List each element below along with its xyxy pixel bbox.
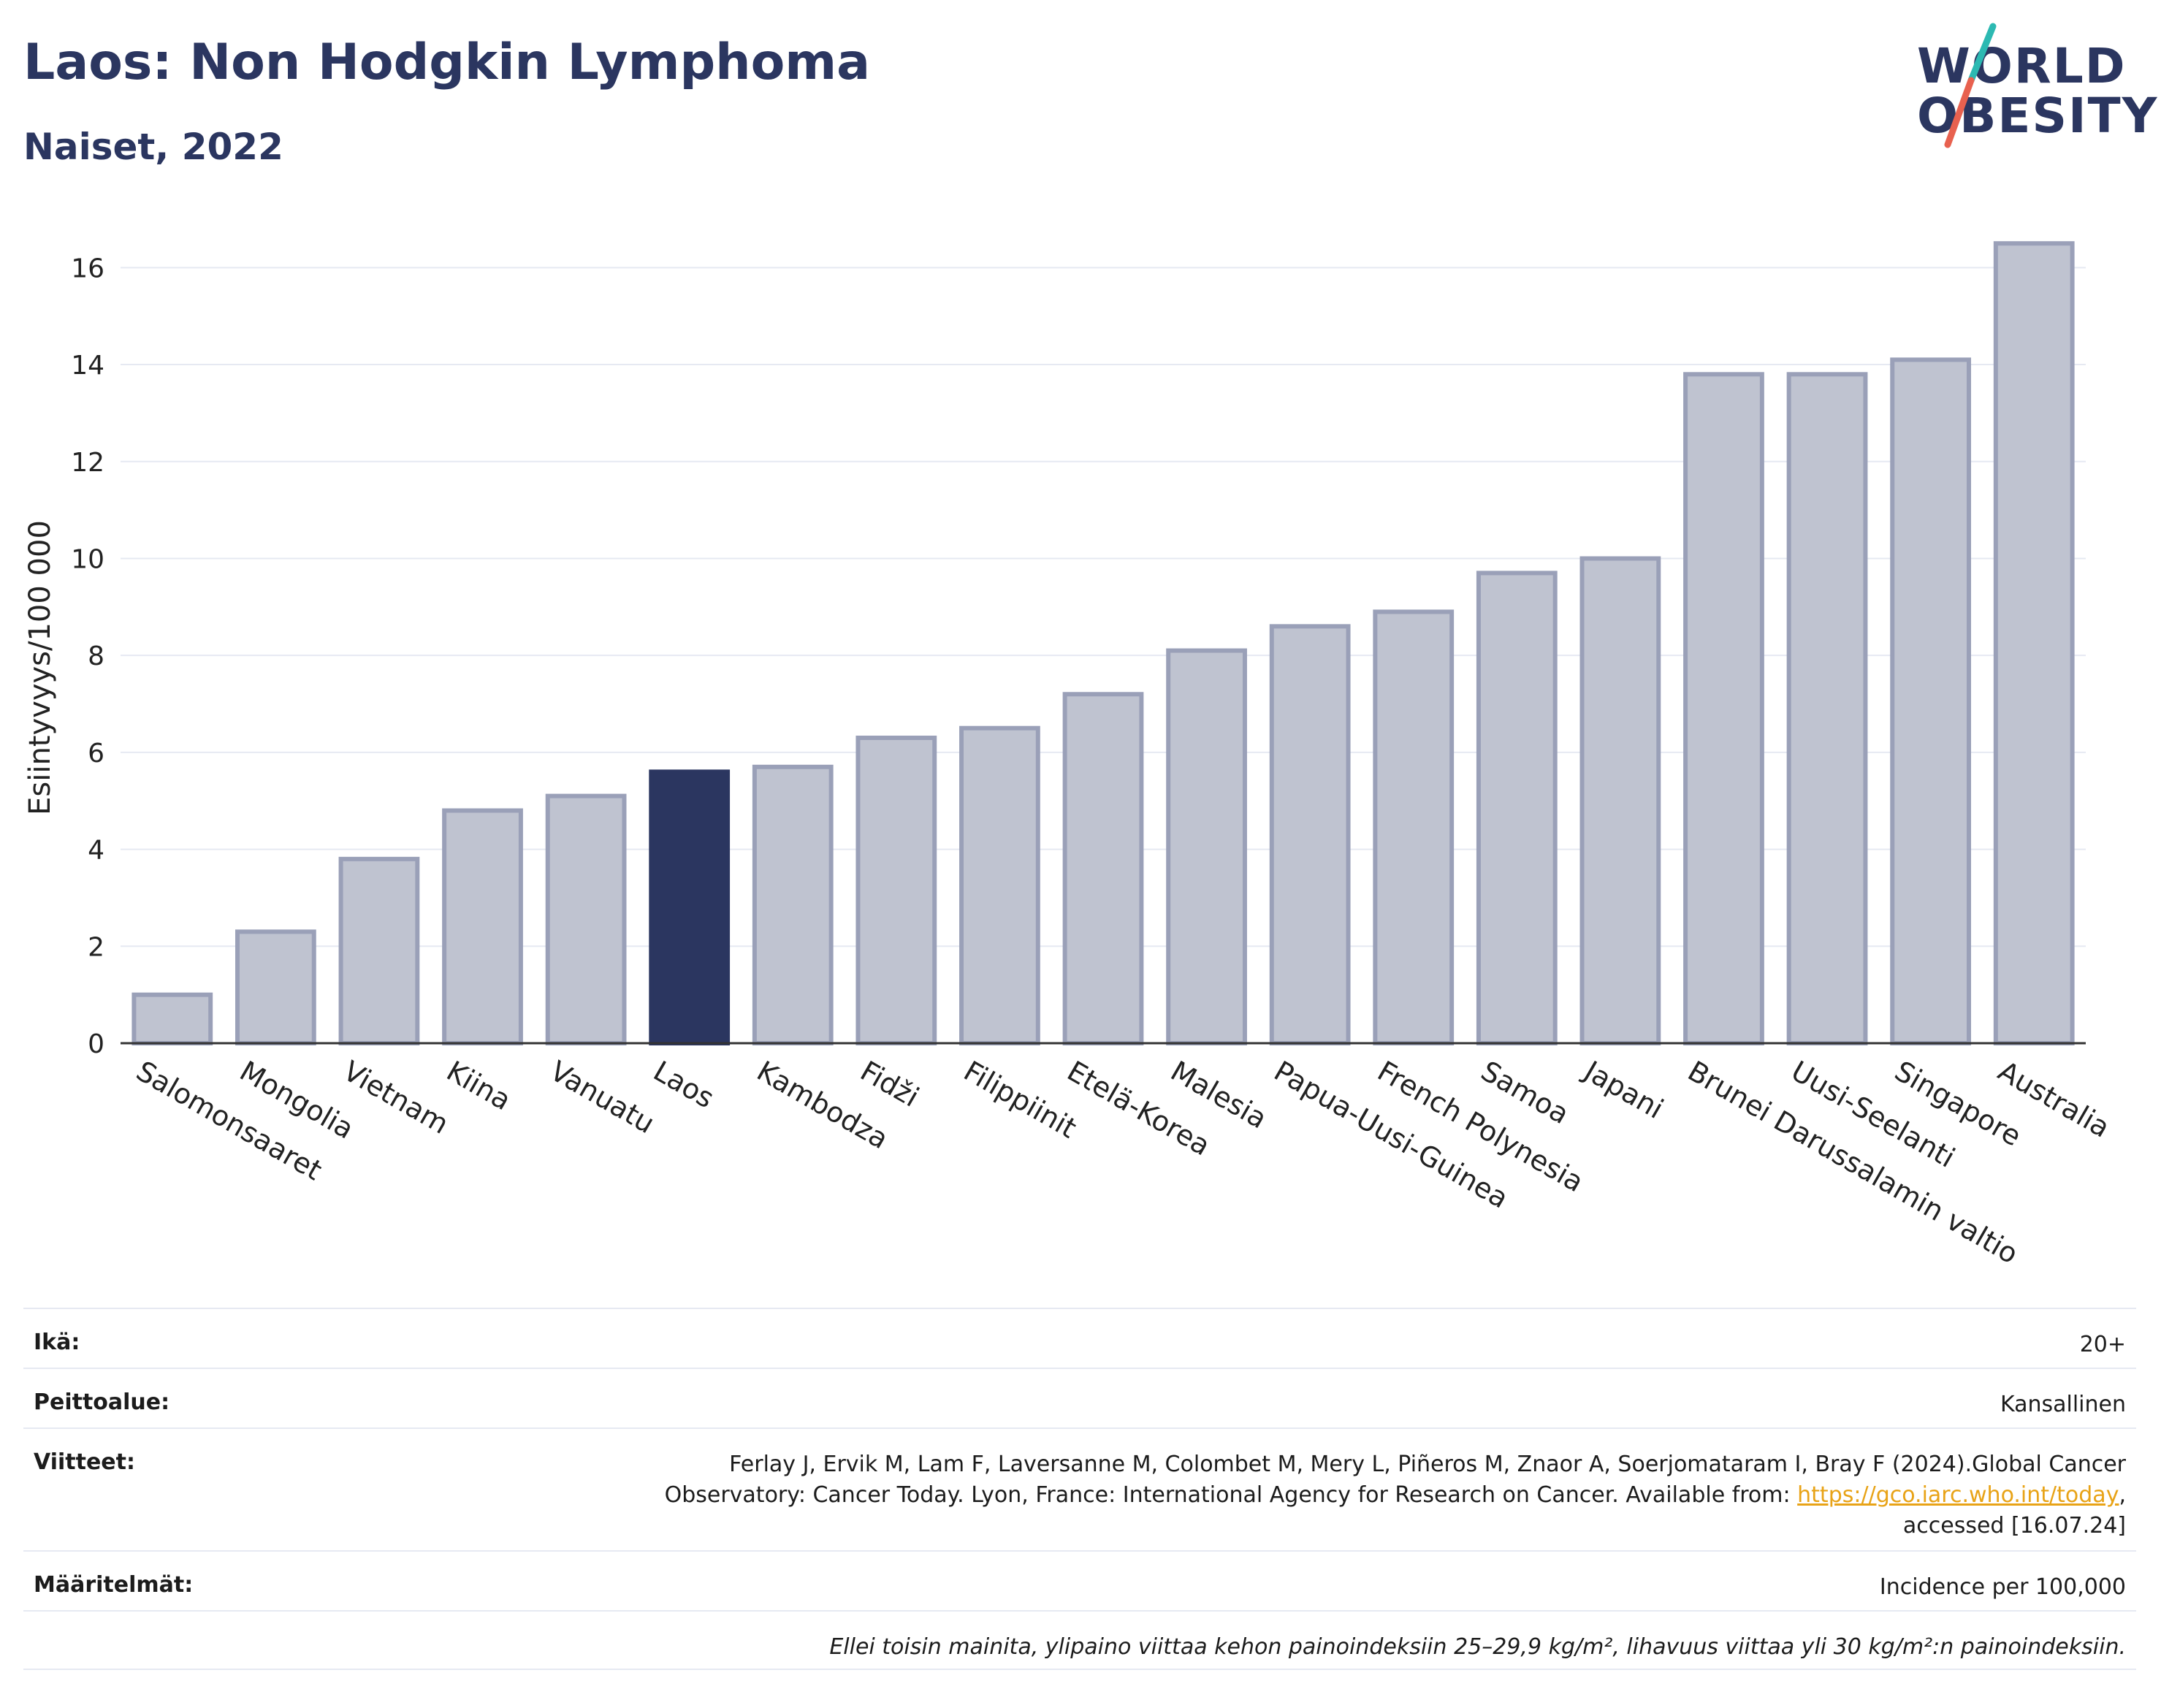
- references-label: Viitteet:: [34, 1449, 135, 1475]
- y-tick-label: 6: [88, 739, 104, 769]
- y-tick-label: 4: [88, 836, 104, 866]
- bar: [1683, 372, 1764, 1045]
- bars: [132, 241, 2075, 1046]
- references-line-2: Observatory: Cancer Today. Lyon, France:…: [665, 1480, 2126, 1511]
- x-tick-label: Vanuatu: [545, 1055, 660, 1140]
- bar: [959, 725, 1040, 1045]
- meta-row-coverage: Peittoalue: Kansallinen: [23, 1368, 2136, 1427]
- y-tick-label: 8: [88, 641, 104, 671]
- bar: [752, 764, 834, 1045]
- references-link[interactable]: https://gco.iarc.who.int/today: [1797, 1482, 2119, 1508]
- meta-row-age: Ikä: 20+: [23, 1308, 2136, 1368]
- definitions-value: Incidence per 100,000: [1879, 1574, 2126, 1600]
- y-axis-ticks: 0 2 4 6 8 10 12 14 16: [71, 253, 104, 1059]
- references-line-2-end: ,: [2119, 1482, 2126, 1508]
- bar: [1476, 571, 1558, 1045]
- references-line-3: accessed [16.07.24]: [1902, 1513, 2126, 1539]
- y-tick-label: 16: [71, 253, 104, 283]
- x-tick-label: Salomonsaaret: [131, 1055, 327, 1187]
- bar: [1786, 372, 1868, 1045]
- meta-row-references: Viitteet: Ferlay J, Ervik M, Lam F, Lave…: [23, 1427, 2136, 1550]
- bar: [1166, 648, 1247, 1045]
- bar: [338, 856, 420, 1045]
- chart-title: Laos: Non Hodgkin Lymphoma: [23, 34, 871, 91]
- meta-row-definitions: Määritelmät: Incidence per 100,000: [23, 1550, 2136, 1610]
- bar: [1269, 624, 1351, 1045]
- bar: [1373, 609, 1455, 1045]
- bar: [1993, 241, 2075, 1045]
- references-line-2-text: Observatory: Cancer Today. Lyon, France:…: [664, 1482, 1798, 1508]
- x-tick-label: Kiina: [441, 1055, 517, 1117]
- metadata-table: Ikä: 20+ Peittoalue: Kansallinen Viittee…: [23, 1308, 2136, 1670]
- x-tick-label: Japani: [1578, 1054, 1669, 1125]
- bar: [649, 769, 731, 1045]
- bar: [855, 735, 937, 1045]
- coverage-value: Kansallinen: [2000, 1392, 2126, 1417]
- y-tick-label: 10: [71, 544, 104, 574]
- world-obesity-logo: WORLD OBESITY: [1907, 22, 2157, 153]
- bar: [132, 992, 213, 1046]
- bar: [1890, 357, 1972, 1045]
- logo-slash-icon: [1944, 23, 1997, 148]
- bar: [1579, 556, 1661, 1045]
- age-value: 20+: [2079, 1332, 2126, 1357]
- age-label: Ikä:: [34, 1330, 80, 1355]
- chart-subtitle: Naiset, 2022: [23, 126, 283, 168]
- x-tick-label: Vietnam: [338, 1055, 454, 1140]
- references-value: Ferlay J, Ervik M, Lam F, Laversanne M, …: [665, 1449, 2126, 1541]
- references-line-1: Ferlay J, Ervik M, Lam F, Laversanne M, …: [729, 1452, 2126, 1477]
- bar: [442, 808, 523, 1045]
- x-tick-label: Fidži: [855, 1055, 924, 1113]
- x-tick-label: Laos: [648, 1055, 720, 1115]
- y-tick-label: 14: [71, 351, 104, 381]
- bar: [235, 929, 316, 1046]
- coverage-label: Peittoalue:: [34, 1389, 170, 1415]
- meta-row-footnote: Ellei toisin mainita, ylipaino viittaa k…: [23, 1610, 2136, 1670]
- y-tick-label: 0: [88, 1029, 104, 1059]
- y-axis-label: Esiintyvyys/100 000: [23, 520, 57, 815]
- bar: [545, 793, 627, 1045]
- definitions-label: Määritelmät:: [34, 1572, 194, 1598]
- y-tick-label: 12: [71, 448, 104, 478]
- logo-line-1: WORLD: [1917, 38, 2127, 94]
- footnote: Ellei toisin mainita, ylipaino viittaa k…: [829, 1634, 2126, 1660]
- x-tick-label: Filippiinit: [958, 1055, 1082, 1145]
- y-tick-label: 2: [88, 932, 104, 962]
- bar: [1062, 692, 1144, 1046]
